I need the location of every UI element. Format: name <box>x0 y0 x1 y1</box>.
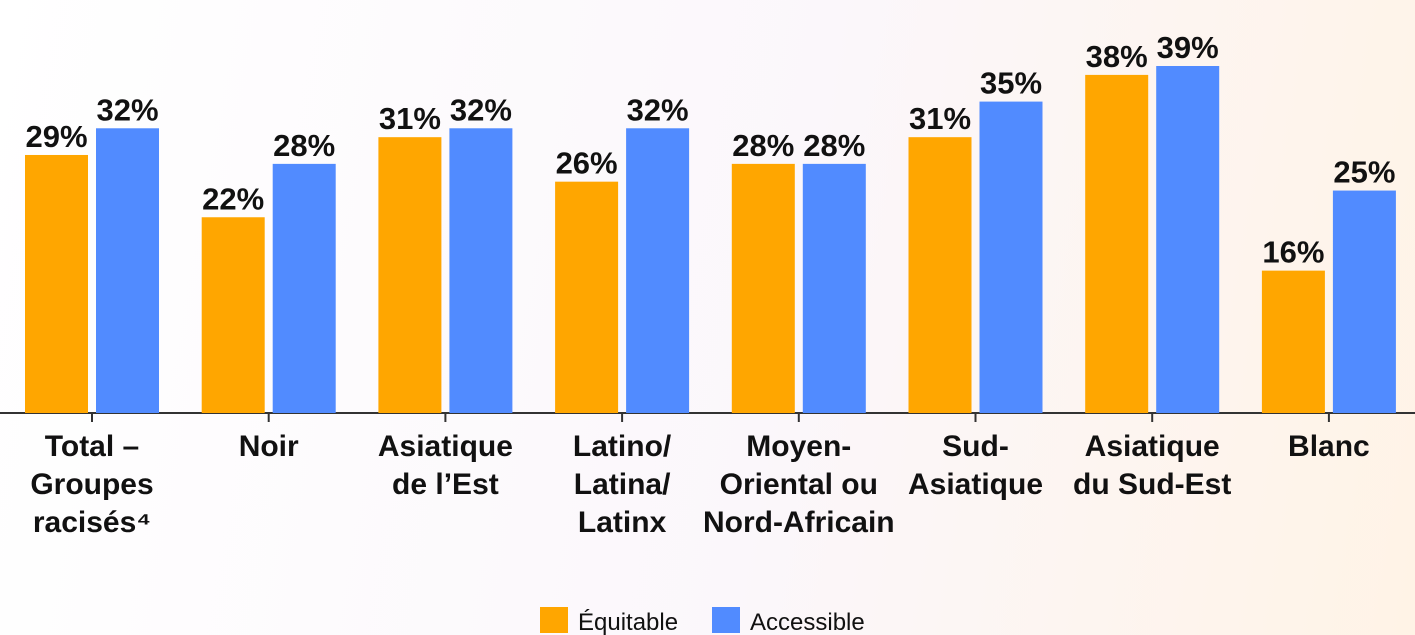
value-label: 35% <box>980 66 1042 101</box>
bar <box>1261 270 1325 413</box>
x-tick-label: du Sud-Est <box>1073 468 1231 501</box>
legend-label: Accessible <box>750 609 865 635</box>
bar <box>979 101 1043 413</box>
value-label: 16% <box>1262 235 1324 270</box>
x-tick-label: Groupes <box>30 468 153 501</box>
x-tick-label: Noir <box>239 430 299 463</box>
x-tick-label: Blanc <box>1288 430 1370 463</box>
x-tick-label: de l’Est <box>392 468 499 501</box>
value-label: 22% <box>202 181 264 216</box>
bar <box>731 163 795 413</box>
x-tick-label: Asiatique <box>908 468 1043 501</box>
bar <box>96 128 159 414</box>
value-label: 31% <box>379 101 441 136</box>
value-label: 26% <box>556 146 618 181</box>
value-label: 39% <box>1157 30 1219 65</box>
bar <box>626 128 690 414</box>
value-label: 28% <box>273 128 335 163</box>
value-label: 29% <box>25 119 87 154</box>
bar <box>1156 66 1220 413</box>
value-label: 28% <box>732 128 794 163</box>
bar <box>378 137 442 413</box>
x-tick-label: Oriental ou <box>720 468 878 501</box>
legend-swatch <box>712 607 740 633</box>
x-tick-label: Total – <box>45 430 139 463</box>
bar <box>449 128 513 414</box>
x-tick-label: Latina/ <box>574 468 671 501</box>
legend-label: Équitable <box>578 609 678 635</box>
x-tick-label: Latino/ <box>573 430 672 463</box>
value-label: 28% <box>803 128 865 163</box>
value-label: 32% <box>627 92 689 127</box>
bar <box>25 154 88 413</box>
bar <box>201 217 265 413</box>
x-tick-label: Nord-Africain <box>703 506 895 539</box>
x-tick-label: Moyen- <box>746 430 851 463</box>
bar <box>802 163 866 413</box>
x-tick-label: Sud- <box>942 430 1009 463</box>
x-tick-label: Latinx <box>578 506 667 539</box>
value-label: 32% <box>96 92 158 127</box>
value-label: 38% <box>1086 39 1148 74</box>
x-tick-label: Asiatique <box>1085 430 1220 463</box>
x-tick-label: Asiatique <box>378 430 513 463</box>
bar <box>272 163 336 413</box>
x-tick-label: racisés⁴ <box>33 506 151 539</box>
bar <box>1085 74 1149 414</box>
bar <box>1332 190 1396 413</box>
bar <box>908 137 972 413</box>
value-label: 32% <box>450 92 512 127</box>
value-label: 25% <box>1333 155 1395 190</box>
legend-swatch <box>540 607 568 633</box>
value-label: 31% <box>909 101 971 136</box>
bar <box>555 181 619 413</box>
